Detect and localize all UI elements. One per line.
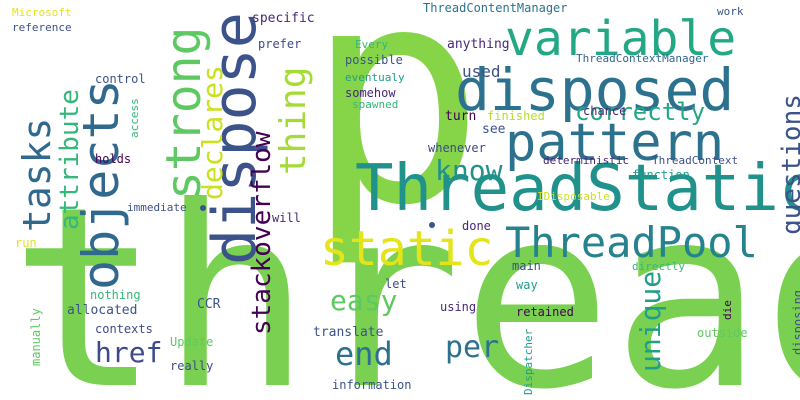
word-allocated: allocated (67, 303, 137, 318)
word-declares: declares (196, 65, 229, 200)
word-reference: reference (12, 21, 72, 34)
word-using: using (440, 300, 476, 314)
word-variable: variable (505, 11, 736, 67)
word-will: will (272, 211, 301, 225)
word-somehow: somehow (345, 86, 396, 100)
word-questions: questions (777, 94, 800, 235)
word-really: really (170, 359, 213, 373)
word-threadcontentmanager: ThreadContentManager (423, 1, 568, 15)
word-update: Update (170, 335, 213, 349)
word-easy: easy (330, 284, 397, 317)
word-anything: anything (447, 37, 510, 52)
word-way: way (516, 278, 538, 292)
word-outside: outside (697, 326, 748, 340)
word-strong: strong (156, 27, 212, 200)
word-p: p (305, 0, 486, 271)
word-retained: retained (516, 305, 574, 319)
word-done: done (462, 219, 491, 233)
word-idisposable: IDisposable (537, 190, 610, 203)
word-die: die (721, 300, 734, 320)
word-per: per (445, 330, 499, 365)
word-threadcontext: ThreadContext (652, 154, 738, 167)
word-main: main (512, 259, 541, 273)
word-turn: turn (445, 109, 476, 124)
dot-mark (429, 222, 435, 228)
word-deterministic: deterministic (543, 154, 629, 167)
word-tasks: tasks (15, 118, 59, 232)
word-threadcontextmanager: ThreadContextManager (576, 52, 709, 65)
word-immediate: immediate (127, 201, 187, 214)
word-objects: objects (72, 79, 130, 290)
word-chance: chance (583, 104, 626, 118)
word-threadpool: ThreadPool (505, 218, 758, 267)
word-disposing: disposing (791, 290, 800, 355)
word-let: let (385, 277, 407, 291)
word-whenever: whenever (428, 141, 486, 155)
word-stackoverflow: stackoverflow (247, 131, 277, 335)
word-directly: directly (632, 260, 685, 273)
word-specific: specific (252, 11, 315, 26)
word-href: href (95, 336, 162, 369)
word-function: function (632, 168, 690, 182)
word-holds: holds (95, 152, 131, 166)
word-contexts: contexts (95, 322, 153, 336)
word-dispatcher: Dispatcher (522, 328, 535, 395)
word-work: work (717, 5, 744, 18)
word-correctly: correctly (575, 98, 705, 126)
word-dispose: dispose (200, 12, 270, 265)
word-every: Every (355, 38, 388, 51)
word-used: used (462, 62, 501, 81)
word-access: access (128, 98, 141, 138)
word-thread: thread (10, 153, 800, 400)
word-pattern: pattern (505, 113, 724, 173)
word-attribute: attribute (55, 89, 85, 230)
word-end: end (335, 335, 393, 373)
word-microsoft: Microsoft (12, 6, 72, 19)
word-possible: possible (345, 53, 403, 67)
word-unique: unique (634, 271, 667, 372)
word-prefer: prefer (258, 37, 301, 51)
word-disposed: disposed (455, 56, 734, 124)
word-ccr: CCR (197, 297, 221, 312)
word-see: see (482, 122, 506, 137)
word-static: static (320, 221, 493, 277)
word-control: control (95, 72, 146, 86)
word-manually: manually (29, 308, 43, 366)
word-thing: thing (273, 67, 314, 175)
word-nothing: nothing (90, 288, 141, 302)
word-spawned: spawned (352, 98, 398, 111)
word-eventualy: eventualy (345, 71, 405, 84)
word-information: information (332, 378, 411, 392)
word-translate: translate (313, 325, 384, 340)
word-run: run (15, 236, 37, 250)
word-finished: finished (487, 109, 545, 123)
word-threadstatic: ThreadStatic (355, 152, 800, 226)
dot-mark (200, 205, 206, 211)
word-know: know (435, 154, 503, 187)
